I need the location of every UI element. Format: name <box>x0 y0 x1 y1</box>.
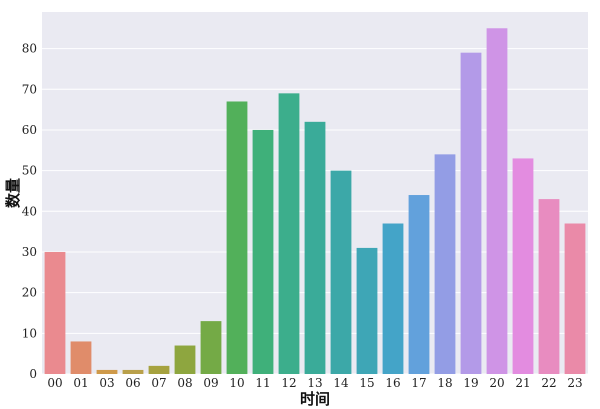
bar-18 <box>434 154 456 374</box>
x-tick-label: 16 <box>385 376 400 390</box>
y-axis-label: 数量 <box>4 178 22 208</box>
x-tick-label: 15 <box>359 376 374 390</box>
y-tick-label: 50 <box>22 164 37 178</box>
x-axis-label: 时间 <box>300 390 330 408</box>
y-tick-label: 30 <box>22 245 37 259</box>
bar-14 <box>330 170 352 374</box>
x-tick-label: 12 <box>281 376 296 390</box>
x-tick-label: 20 <box>489 376 504 390</box>
x-tick-labels: 00 01 03 06 07 08 09 10 11 12 13 14 15 16 17 18 19 20 21 22… <box>47 376 582 390</box>
y-tick-label: 0 <box>29 367 37 381</box>
y-tick-label: 40 <box>22 204 37 218</box>
x-tick-label: 06 <box>125 376 140 390</box>
x-tick-label: 13 <box>307 376 322 390</box>
x-tick-label: 08 <box>177 376 192 390</box>
y-tick-label: 70 <box>22 82 37 96</box>
bar-06 <box>122 369 144 374</box>
bar-07 <box>148 365 170 374</box>
bars <box>44 28 586 375</box>
bar-21 <box>512 158 534 374</box>
y-tick-label: 10 <box>22 326 37 340</box>
y-tick-label: 60 <box>22 123 37 137</box>
bar-22 <box>538 199 560 374</box>
bar-19 <box>460 52 482 374</box>
bar-00 <box>44 251 66 374</box>
y-tick-label: 80 <box>22 42 37 56</box>
bar-12 <box>278 93 300 374</box>
bar-23 <box>564 223 586 374</box>
x-tick-label: 22 <box>541 376 556 390</box>
bar-01 <box>70 341 92 374</box>
bar-03 <box>96 369 118 374</box>
bar-08 <box>174 345 196 374</box>
bar-20 <box>486 28 508 375</box>
x-tick-label: 19 <box>463 376 478 390</box>
x-tick-label: 01 <box>73 376 88 390</box>
bar-10 <box>226 101 248 374</box>
x-tick-label: 14 <box>333 376 349 390</box>
x-tick-label: 18 <box>437 376 452 390</box>
bar-16 <box>382 223 404 374</box>
y-tick-labels: 0 10 20 30 40 50 60 70 80 <box>22 42 37 381</box>
x-tick-label: 23 <box>567 376 582 390</box>
bar-09 <box>200 321 222 374</box>
x-tick-label: 11 <box>255 376 270 390</box>
x-tick-label: 10 <box>229 376 244 390</box>
x-tick-label: 03 <box>99 376 114 390</box>
x-tick-label: 07 <box>151 376 166 390</box>
x-tick-label: 21 <box>515 376 530 390</box>
bar-17 <box>408 195 430 374</box>
y-tick-label: 20 <box>22 286 37 300</box>
bar-15 <box>356 247 378 374</box>
bar-13 <box>304 121 326 374</box>
x-tick-label: 17 <box>411 376 426 390</box>
x-tick-label: 00 <box>47 376 62 390</box>
x-tick-label: 09 <box>203 376 218 390</box>
bar-11 <box>252 129 274 374</box>
